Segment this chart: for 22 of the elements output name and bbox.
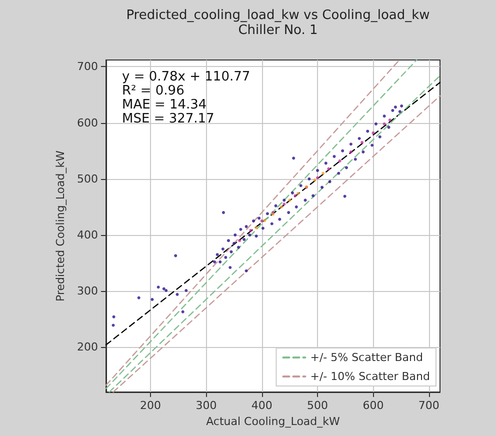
- annotation: MAE = 14.34: [122, 98, 207, 112]
- chart-title: Predicted_cooling_load_kw vs Cooling_load_kw: [126, 8, 430, 23]
- legend-label: +/- 10% Scatter Band: [310, 370, 430, 383]
- chart-subtitle: Chiller No. 1: [238, 23, 318, 38]
- y-tick-label: 400: [77, 228, 98, 242]
- y-tick-label: 300: [77, 284, 98, 298]
- annotation: MSE = 327.17: [122, 112, 214, 126]
- x-axis-title: Actual Cooling_Load_kW: [206, 414, 340, 428]
- annotation: y = 0.78x + 110.77: [122, 70, 250, 84]
- annotation: R² = 0.96: [122, 84, 184, 98]
- y-tick-label: 200: [77, 340, 98, 354]
- x-tick-label: 700: [418, 399, 440, 412]
- x-tick-label: 300: [196, 399, 217, 412]
- y-axis-title: Predicted Cooling_Load_kW: [54, 150, 68, 302]
- y-tick-label: 500: [77, 172, 98, 186]
- x-tick-label: 500: [307, 399, 328, 412]
- x-tick-label: 200: [140, 399, 162, 412]
- y-tick-label: 600: [77, 116, 98, 130]
- x-tick-label: 400: [251, 399, 272, 412]
- y-tick-label: 700: [77, 60, 98, 74]
- x-tick-label: 600: [362, 399, 384, 412]
- legend-label: +/- 5% Scatter Band: [310, 351, 424, 364]
